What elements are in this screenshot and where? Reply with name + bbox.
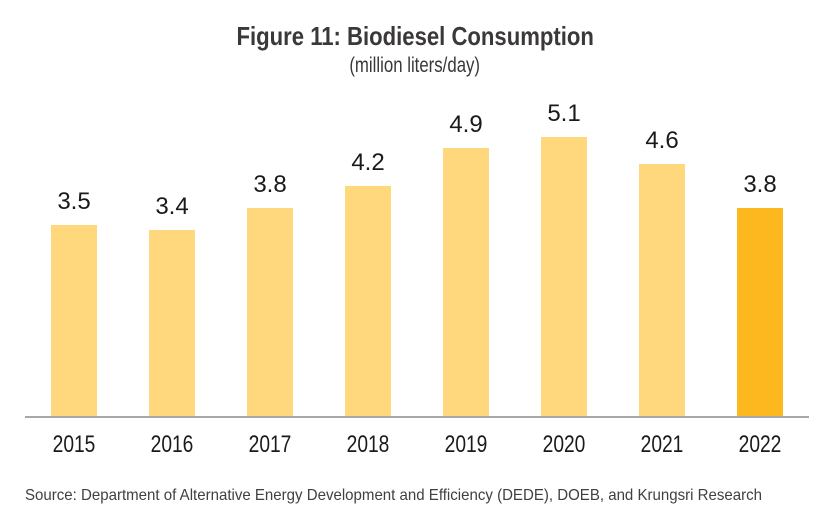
- bar-value-label: 3.4: [155, 193, 189, 220]
- bar-column: 4.9: [417, 100, 515, 416]
- figure-title: Figure 11: Biodiesel Consumption: [0, 22, 830, 50]
- x-axis-labels: 2015 2016 2017 2018 2019 2020 2021 2022: [25, 431, 809, 458]
- bar-column: 4.2: [319, 100, 417, 416]
- x-tick-label: 2020: [542, 431, 586, 458]
- figure-title-text: Figure 11: Biodiesel Consumption: [236, 21, 594, 51]
- bar-2016: [149, 230, 195, 416]
- bar-value-label: 5.1: [547, 100, 581, 127]
- x-tick-label: 2015: [52, 431, 96, 458]
- bar-column: 3.4: [123, 100, 221, 416]
- source-note: Source: Department of Alternative Energy…: [25, 486, 809, 506]
- bar-2019: [443, 148, 489, 416]
- x-tick-label: 2021: [640, 431, 684, 458]
- x-tick-label: 2017: [248, 431, 292, 458]
- bar-value-label: 4.6: [645, 127, 679, 154]
- bar-value-label: 4.2: [351, 149, 385, 176]
- bar-2021: [639, 164, 685, 416]
- x-tick-label: 2022: [738, 431, 782, 458]
- bar-value-label: 3.8: [253, 171, 287, 198]
- bar-column: 4.6: [613, 100, 711, 416]
- bar-column: 3.8: [711, 100, 809, 416]
- bar-value-label: 4.9: [449, 111, 483, 138]
- bar-2017: [247, 208, 293, 416]
- x-tick-label: 2019: [444, 431, 488, 458]
- bar-2015: [51, 225, 97, 416]
- x-tick-label: 2016: [150, 431, 194, 458]
- bar-2022: [737, 208, 783, 416]
- bar-value-label: 3.8: [743, 171, 777, 198]
- bar-2020: [541, 137, 587, 416]
- bar-2018: [345, 186, 391, 416]
- bars-row: 3.5 3.4 3.8 4.2 4.9 5.1 4.6 3.8: [25, 100, 809, 416]
- bar-value-label: 3.5: [57, 188, 91, 215]
- figure-subtitle-text: (million liters/day): [349, 54, 481, 77]
- figure-subtitle: (million liters/day): [0, 53, 830, 79]
- source-note-text: Source: Department of Alternative Energy…: [25, 487, 763, 504]
- bar-column: 3.5: [25, 100, 123, 416]
- bar-column: 5.1: [515, 100, 613, 416]
- x-tick-label: 2018: [346, 431, 390, 458]
- bar-column: 3.8: [221, 100, 319, 416]
- x-axis-line: [25, 416, 809, 418]
